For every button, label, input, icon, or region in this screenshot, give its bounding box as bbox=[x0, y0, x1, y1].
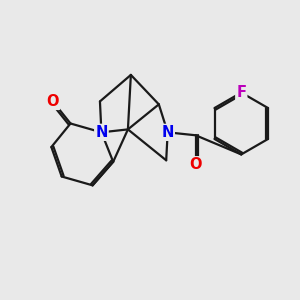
Text: F: F bbox=[236, 85, 246, 100]
Text: N: N bbox=[161, 125, 174, 140]
Text: O: O bbox=[46, 94, 59, 109]
Text: N: N bbox=[95, 125, 108, 140]
Text: O: O bbox=[189, 157, 202, 172]
